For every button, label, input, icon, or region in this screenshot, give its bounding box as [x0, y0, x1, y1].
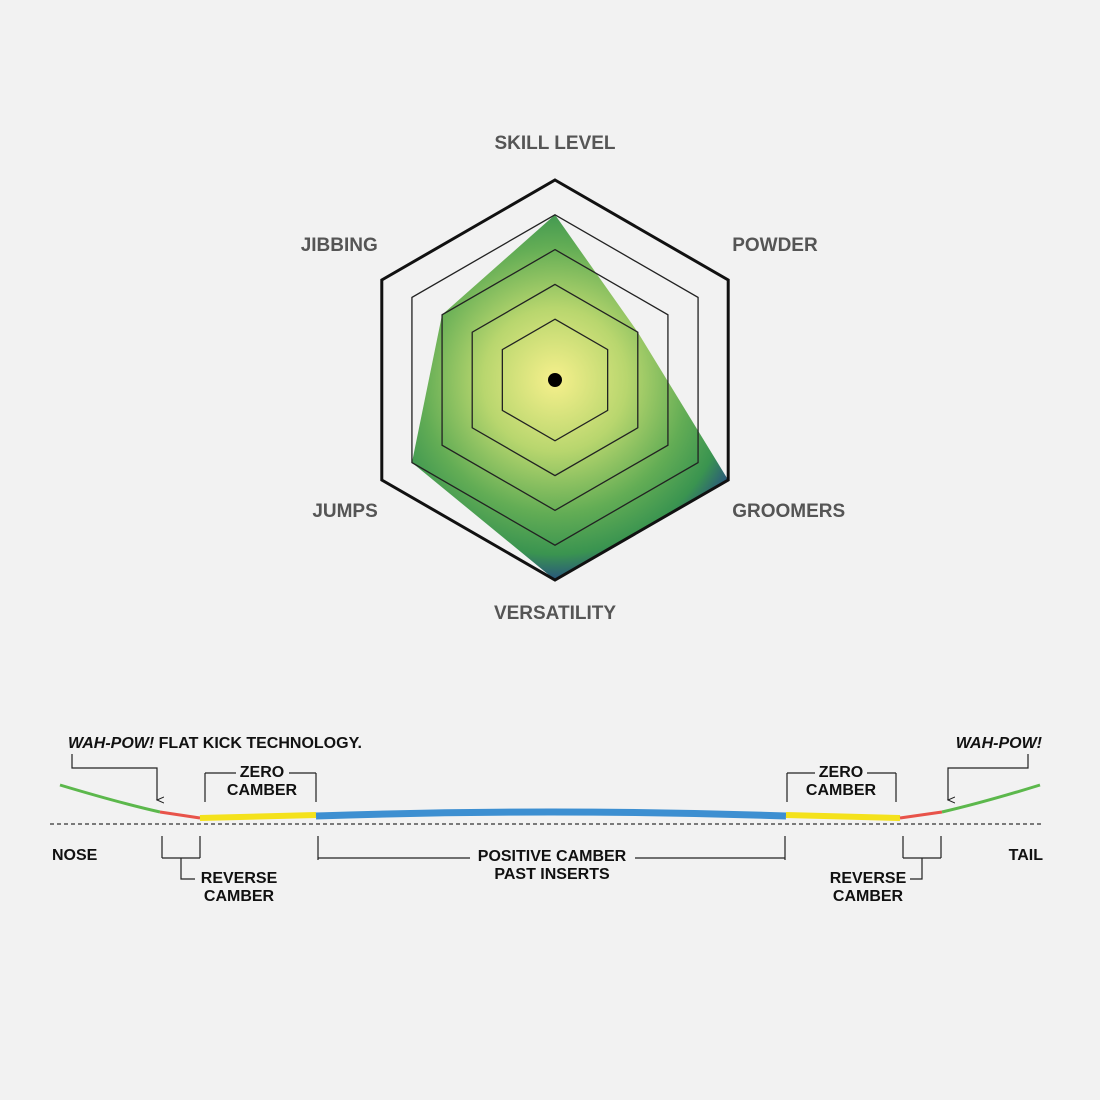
bracket: [786, 772, 897, 802]
bracket: [317, 836, 786, 860]
axis-label: JIBBING: [301, 235, 378, 256]
radar-chart: SKILL LEVEL POWDER GROOMERS VERSATILITY JUMP…: [301, 133, 845, 624]
grid-ring: [380, 178, 730, 582]
callout-line: [71, 754, 157, 800]
grid-ring: [501, 318, 609, 442]
nose-zero: [199, 812, 317, 821]
grid-ring: [471, 283, 639, 477]
center-dot: [548, 373, 562, 387]
axis-label: POWDER: [732, 235, 818, 256]
callout-emphasis: WAH-POW!: [68, 735, 155, 752]
axis-label: SKILL LEVEL: [494, 133, 615, 154]
nose-kick: [59, 783, 161, 814]
label: CAMBER: [227, 782, 298, 799]
label: ZERO: [240, 764, 284, 781]
tail-reverse: [899, 810, 943, 820]
tail-callout: WAH-POW!: [956, 735, 1043, 752]
tail-zero: [785, 812, 901, 821]
bracket: [161, 836, 201, 880]
callout-line: [948, 754, 1029, 800]
positive-camber: [315, 808, 787, 820]
label: REVERSE: [201, 870, 278, 887]
label: CAMBER: [806, 782, 877, 799]
label: POSITIVE CAMBER: [478, 848, 627, 865]
tail-kick: [941, 783, 1041, 814]
callout-text: FLAT KICK TECHNOLOGY.: [159, 735, 362, 752]
bracket: [902, 836, 942, 880]
label: ZERO: [819, 764, 863, 781]
axis-label: GROOMERS: [732, 501, 845, 522]
nose-label: NOSE: [52, 847, 98, 864]
camber-profile: WAH-POW! FLAT KICK TECHNOLOGY. WAH-POW! …: [50, 735, 1043, 905]
nose-callout: WAH-POW! FLAT KICK TECHNOLOGY.: [68, 735, 362, 752]
grid-ring: [441, 248, 669, 512]
label: REVERSE: [830, 870, 907, 887]
bracket: [204, 772, 317, 802]
axis-label: VERSATILITY: [494, 603, 616, 624]
label: CAMBER: [833, 888, 904, 905]
nose-reverse: [159, 810, 201, 820]
tail-label: TAIL: [1009, 847, 1044, 864]
label: CAMBER: [204, 888, 275, 905]
axis-label: JUMPS: [312, 501, 377, 522]
grid-ring: [411, 214, 699, 546]
label: PAST INSERTS: [494, 866, 610, 883]
radar-area: [411, 214, 729, 581]
